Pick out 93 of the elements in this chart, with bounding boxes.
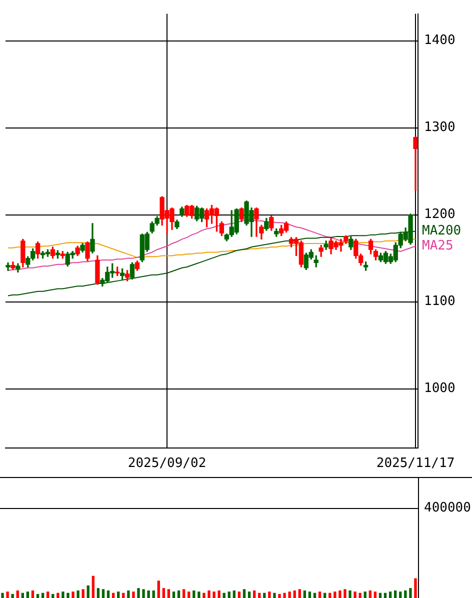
bar — [354, 592, 356, 598]
bar — [384, 592, 387, 598]
bar — [399, 592, 402, 598]
bar — [212, 592, 216, 598]
bar — [409, 588, 412, 598]
bar — [288, 592, 291, 598]
bar — [106, 590, 110, 598]
bar — [76, 590, 80, 598]
bar — [344, 589, 346, 598]
bar — [388, 592, 392, 598]
bar — [258, 592, 261, 598]
bar — [208, 590, 210, 598]
bar — [82, 589, 84, 598]
bar — [218, 590, 220, 598]
bar — [368, 590, 372, 598]
bar — [36, 594, 40, 598]
bar — [313, 592, 316, 598]
bar — [358, 592, 362, 598]
bar — [278, 594, 281, 598]
bar — [222, 592, 226, 598]
series-label: MA200 — [422, 224, 462, 239]
bar — [86, 585, 90, 598]
bar — [303, 590, 306, 598]
bar — [177, 590, 180, 598]
bar — [192, 590, 196, 598]
bar — [263, 592, 266, 598]
bar — [198, 592, 200, 598]
bar — [334, 592, 336, 598]
x-tick-label: 2025/09/02 — [128, 456, 206, 472]
bar — [46, 592, 50, 598]
bar — [117, 592, 120, 598]
bar — [157, 580, 160, 598]
text: 400000 — [424, 500, 471, 516]
bar — [228, 592, 230, 598]
bar — [66, 592, 70, 598]
bar — [242, 589, 246, 598]
bar — [162, 588, 166, 598]
bar — [202, 592, 206, 598]
bar — [394, 590, 397, 598]
bar — [92, 576, 94, 598]
bar — [122, 592, 125, 598]
bar — [16, 590, 19, 598]
bar — [248, 592, 251, 598]
bar — [147, 590, 150, 598]
bar — [132, 592, 135, 598]
bar — [182, 589, 186, 598]
bar — [137, 588, 140, 598]
bar — [232, 590, 236, 598]
bar — [273, 592, 276, 598]
bar — [127, 590, 130, 598]
bar — [364, 592, 366, 598]
x-tick-label: 2025/11/17 — [376, 456, 455, 472]
bar — [62, 592, 64, 598]
bar — [6, 592, 9, 598]
bar — [56, 592, 60, 598]
bar — [142, 589, 145, 598]
y-tick-label: 1000 — [424, 381, 456, 396]
bar — [414, 578, 417, 598]
bar — [338, 590, 342, 598]
bar — [328, 592, 332, 598]
bar — [21, 592, 24, 598]
y-tick-label: 1100 — [424, 294, 456, 310]
bar — [72, 592, 74, 598]
bar — [41, 592, 44, 598]
bar — [172, 592, 176, 598]
bar — [293, 590, 296, 598]
bar — [102, 589, 105, 598]
bar — [252, 590, 256, 598]
bar — [283, 592, 286, 598]
bar — [26, 592, 30, 598]
bar — [298, 589, 301, 598]
bar — [188, 592, 190, 598]
bar — [348, 590, 352, 598]
bar — [31, 590, 34, 598]
bar — [378, 592, 382, 598]
bar — [52, 594, 54, 598]
bar — [238, 592, 241, 598]
bar — [11, 594, 14, 598]
bar — [404, 590, 407, 598]
bar — [96, 588, 100, 598]
bar — [268, 592, 271, 598]
y-tick-label: 1300 — [424, 120, 456, 136]
y-tick-label: 1200 — [424, 207, 456, 222]
y-tick-label: 1400 — [424, 33, 456, 48]
bar — [1, 592, 4, 598]
bar — [324, 592, 326, 598]
bar — [374, 592, 377, 598]
bar — [112, 592, 115, 598]
bar — [152, 590, 155, 598]
bar — [167, 589, 170, 598]
bar — [308, 592, 312, 598]
bar — [318, 592, 322, 598]
series-label: MA25 — [422, 238, 454, 254]
